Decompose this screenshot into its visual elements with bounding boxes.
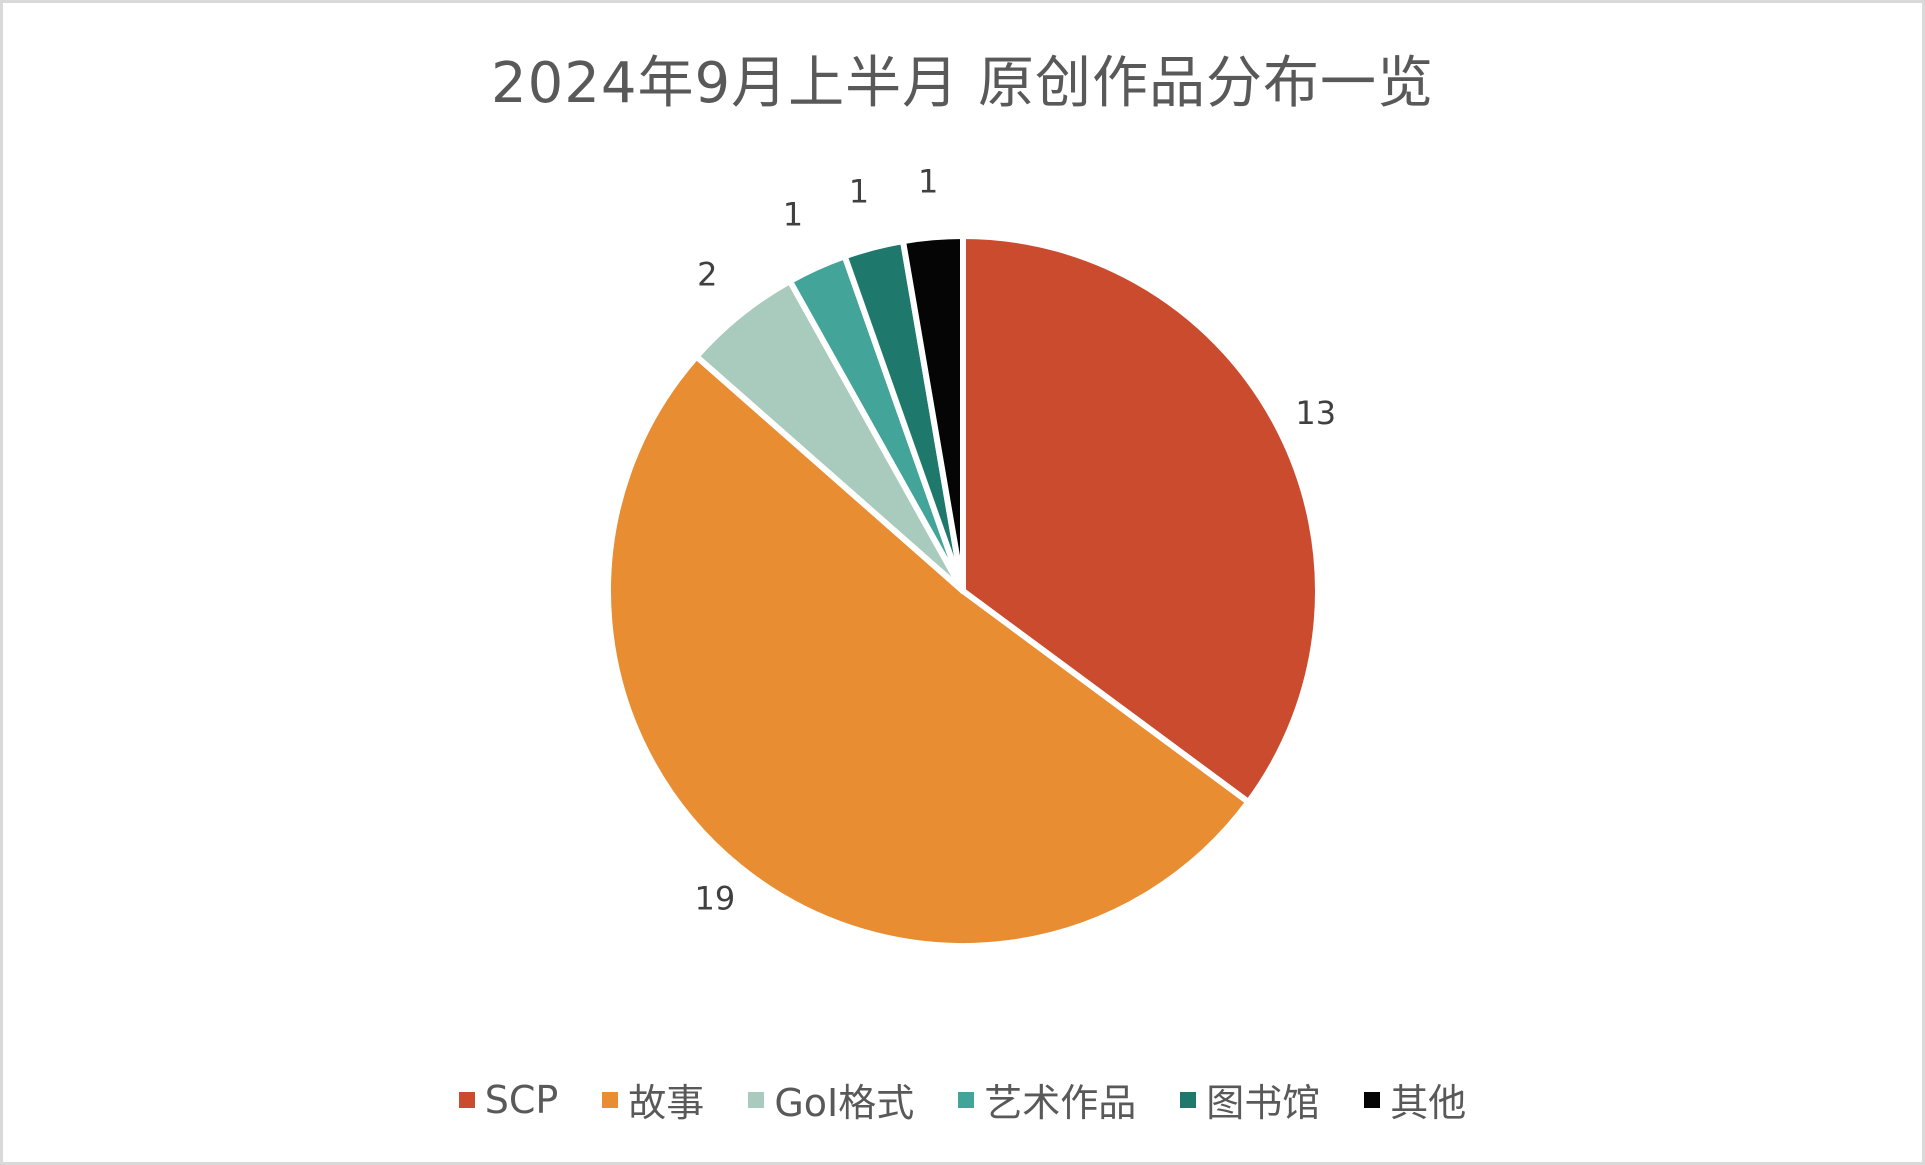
legend-swatch-icon — [1180, 1091, 1197, 1108]
legend-item-art[interactable]: 艺术作品 — [958, 1072, 1136, 1127]
legend-label: 其他 — [1390, 1081, 1467, 1125]
legend-swatch-icon — [958, 1091, 975, 1108]
data-label: 1 — [783, 196, 803, 234]
legend-item-library[interactable]: 图书馆 — [1180, 1072, 1320, 1127]
slice-other[interactable] — [900, 233, 966, 594]
legend-item-story[interactable]: 故事 — [602, 1072, 704, 1127]
legend-swatch-icon — [458, 1091, 475, 1108]
legend-label: 艺术作品 — [984, 1081, 1137, 1125]
legend-label: GoI格式 — [774, 1081, 915, 1125]
legend-swatch-icon — [1364, 1091, 1381, 1108]
legend-label: 图书馆 — [1206, 1081, 1321, 1125]
data-label: 13 — [1295, 394, 1336, 432]
legend-label: SCP — [484, 1077, 559, 1122]
legend-label: 故事 — [628, 1081, 705, 1125]
slice-scp[interactable] — [960, 233, 1321, 806]
legend-item-other[interactable]: 其他 — [1364, 1072, 1466, 1127]
data-label: 19 — [694, 879, 735, 917]
data-label: 1 — [918, 162, 938, 200]
chart-title: 2024年9月上半月 原创作品分布一览 — [491, 51, 1434, 116]
data-label: 1 — [849, 172, 869, 210]
legend: SCP 故事 GoI格式 艺术作品 图书馆 其他 — [0, 1072, 1925, 1127]
legend-swatch-icon — [602, 1091, 619, 1108]
legend-item-goi-format[interactable]: GoI格式 — [748, 1072, 914, 1127]
legend-swatch-icon — [748, 1091, 765, 1108]
slice-story[interactable] — [605, 353, 1252, 949]
legend-item-scp[interactable]: SCP — [458, 1077, 559, 1122]
data-label: 2 — [697, 255, 717, 293]
